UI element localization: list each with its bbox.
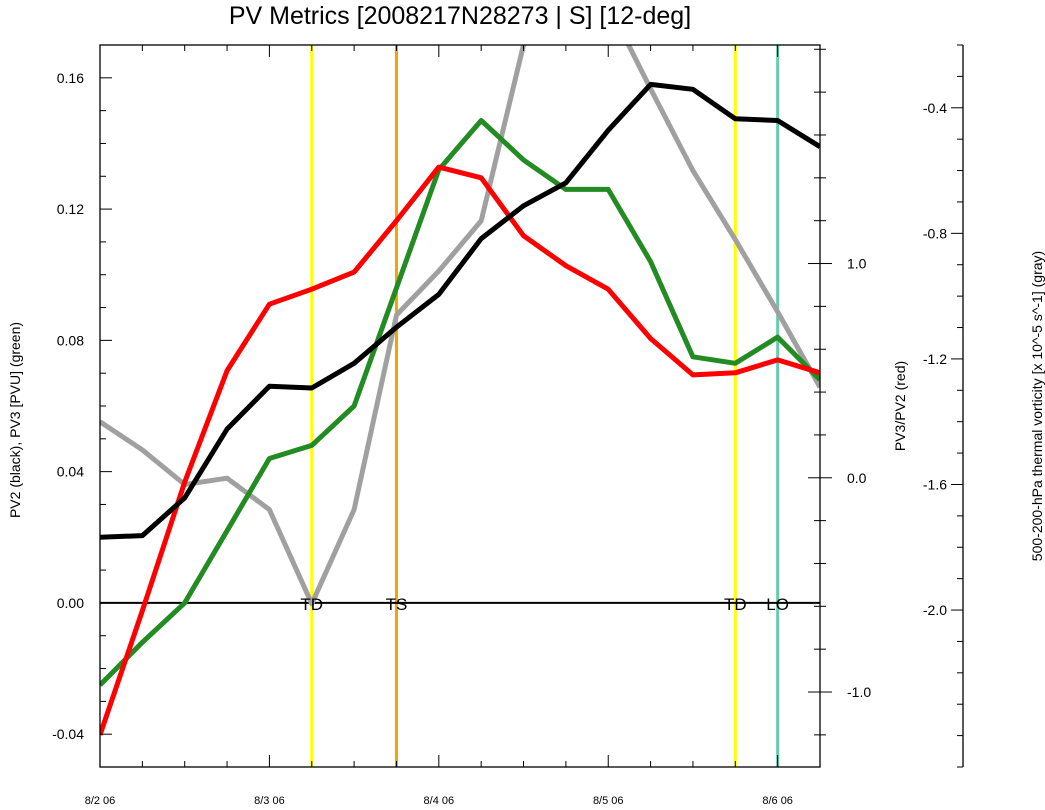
right-tick-label: -1.0 <box>847 684 871 700</box>
plot-area <box>100 45 820 767</box>
x-tick-label: 8/3 06 <box>254 795 285 805</box>
far-right-tick-label: -0.4 <box>923 100 947 116</box>
left-tick-label: 0.08 <box>57 332 84 348</box>
event-label-0: TD <box>300 595 323 614</box>
series-line-3 <box>100 45 820 607</box>
left-tick-label: -0.04 <box>52 726 84 742</box>
axes: TD TS TD LO 8/2 06 8/3 06 8/4 06 8/5 06 8/6 06 -0… <box>52 44 964 807</box>
far-right-tick-label: -1.2 <box>923 351 947 367</box>
chart-title: PV Metrics [2008217N28273 | S] [12-deg] <box>229 2 691 30</box>
x-tick-label: 8/5 06 <box>593 795 624 805</box>
x-tick-label: 8/4 06 <box>424 795 455 805</box>
series-line-0 <box>100 81 820 540</box>
far-right-tick-label: -0.8 <box>923 225 947 241</box>
right-tick-label: 1.0 <box>847 256 867 272</box>
left-tick-label: 0.00 <box>57 595 84 611</box>
plot-frame <box>99 44 821 768</box>
left-tick-label: 0.12 <box>57 201 84 217</box>
x-tick-label: 8/6 06 <box>762 795 793 805</box>
series-line-1 <box>100 118 820 687</box>
right-tick-label: 0.0 <box>847 470 867 486</box>
far-right-tick-label: -2.0 <box>923 602 947 618</box>
x-tick-label: 8/2 06 <box>85 795 116 805</box>
event-label-3: LO <box>766 595 789 614</box>
far-right-tick-label: -1.6 <box>923 476 947 492</box>
left-axis-label: PV2 (black), PV3 [PVU] (green) <box>7 322 23 518</box>
left-tick-label: 0.16 <box>57 70 84 86</box>
left-tick-label: 0.04 <box>57 464 84 480</box>
right-axis-label: PV3/PV2 (red) <box>892 361 908 451</box>
series-line-2 <box>100 164 820 736</box>
event-label-1: TS <box>386 595 408 614</box>
event-label-2: TD <box>724 595 747 614</box>
far-right-axis-label: 500-200-hPa thermal vorticity [x 10^-5 s… <box>1029 251 1045 561</box>
